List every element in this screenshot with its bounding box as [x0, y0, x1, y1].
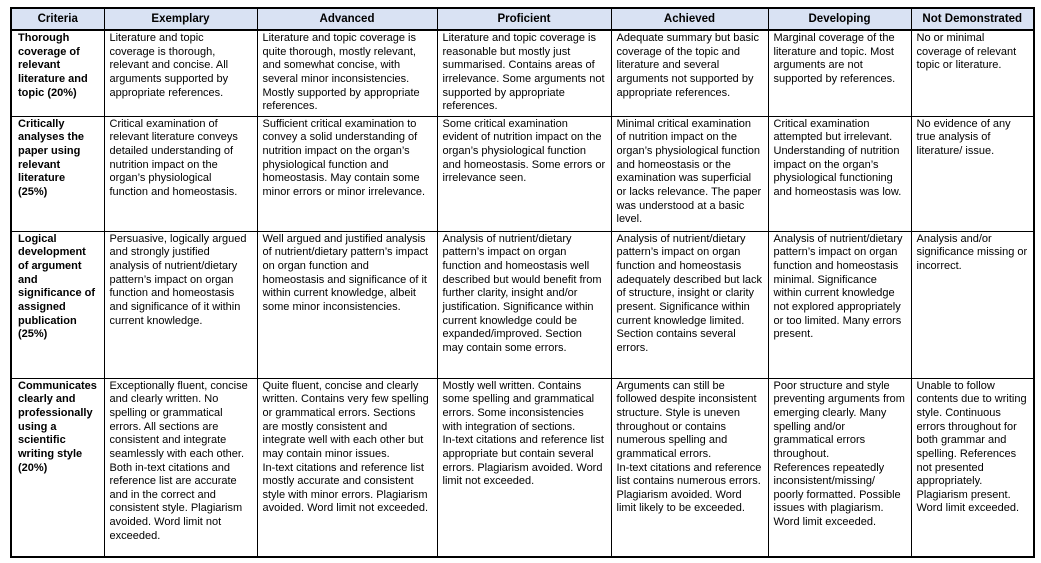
criteria-cell: Logical development of argument and sign… [10, 230, 105, 379]
rubric-cell: Adequate summary but basic coverage of t… [610, 29, 769, 117]
rubric-cell: Sufficient critical examination to conve… [256, 115, 438, 232]
rubric-header-row: Criteria Exemplary Advanced Proficient A… [10, 7, 1035, 31]
column-header-exemplary: Exemplary [103, 7, 258, 31]
rubric-cell: Analysis of nutrient/dietary pattern’s i… [436, 230, 612, 379]
rubric-cell: Quite fluent, concise and clearly writte… [256, 377, 438, 558]
column-header-not-demonstrated: Not Demonstrated [910, 7, 1035, 31]
rubric-cell: Literature and topic coverage is quite t… [256, 29, 438, 117]
column-header-achieved: Achieved [610, 7, 769, 31]
rubric-row-communication-style: Communicates clearly and professionally … [10, 377, 1035, 558]
rubric-cell: Exceptionally fluent, concise and clearl… [103, 377, 258, 558]
rubric-cell: Poor structure and style preventing argu… [767, 377, 912, 558]
rubric-cell: Analysis of nutrient/dietary pattern’s i… [610, 230, 769, 379]
rubric-row-literature-coverage: Thorough coverage of relevant literature… [10, 29, 1035, 117]
rubric-cell: Mostly well written. Contains some spell… [436, 377, 612, 558]
criteria-cell: Thorough coverage of relevant literature… [10, 29, 105, 117]
rubric-cell: No evidence of any true analysis of lite… [910, 115, 1035, 232]
rubric-cell: Persuasive, logically argued and strongl… [103, 230, 258, 379]
rubric-row-critical-analysis: Critically analyses the paper using rele… [10, 115, 1035, 232]
rubric-cell: Analysis of nutrient/dietary pattern’s i… [767, 230, 912, 379]
column-header-proficient: Proficient [436, 7, 612, 31]
column-header-developing: Developing [767, 7, 912, 31]
rubric-cell: Analysis and/or significance missing or … [910, 230, 1035, 379]
rubric-cell: Marginal coverage of the literature and … [767, 29, 912, 117]
rubric-cell: Minimal critical examination of nutritio… [610, 115, 769, 232]
column-header-criteria: Criteria [10, 7, 105, 31]
criteria-cell: Critically analyses the paper using rele… [10, 115, 105, 232]
rubric-cell: Some critical examination evident of nut… [436, 115, 612, 232]
rubric-cell: Arguments can still be followed despite … [610, 377, 769, 558]
column-header-advanced: Advanced [256, 7, 438, 31]
criteria-cell: Communicates clearly and professionally … [10, 377, 105, 558]
rubric-row-logical-development: Logical development of argument and sign… [10, 230, 1035, 379]
rubric-cell: Literature and topic coverage is reasona… [436, 29, 612, 117]
rubric-cell: Critical examination of relevant literat… [103, 115, 258, 232]
rubric-cell: Literature and topic coverage is thoroug… [103, 29, 258, 117]
rubric-table: Criteria Exemplary Advanced Proficient A… [10, 7, 1035, 559]
rubric-cell: No or minimal coverage of relevant topic… [910, 29, 1035, 117]
rubric-cell: Unable to follow contents due to writing… [910, 377, 1035, 558]
rubric-cell: Critical examination attempted but irrel… [767, 115, 912, 232]
rubric-cell: Well argued and justified analysis of nu… [256, 230, 438, 379]
